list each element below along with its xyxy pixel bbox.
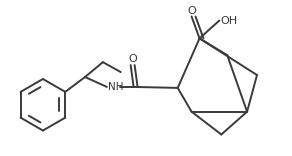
Text: O: O <box>187 6 196 16</box>
Text: NH: NH <box>108 82 123 92</box>
Text: OH: OH <box>220 15 237 26</box>
Text: O: O <box>128 54 137 64</box>
